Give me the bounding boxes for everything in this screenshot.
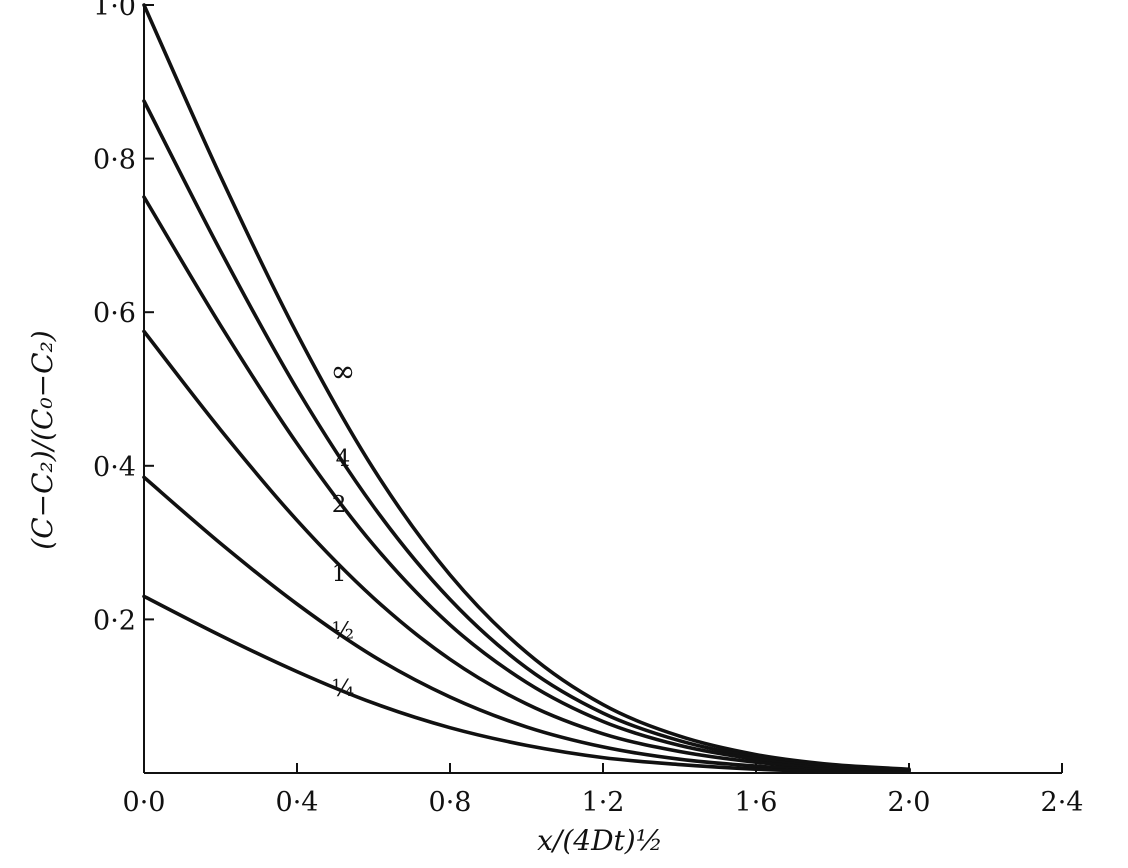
x-tick-label: 0·4: [276, 787, 319, 818]
series-line-2: [142, 195, 911, 772]
curve-labels: ∞ 4 2 1 ½ ¼: [330, 354, 355, 702]
x-tick-label: 1·2: [582, 787, 625, 818]
series-line-4: [142, 475, 911, 774]
series-line-1: [142, 99, 911, 772]
y-axis-label: (C−C₂)/(C₀−C₂): [26, 330, 59, 549]
x-tick-label: 2·0: [888, 787, 931, 818]
series-line-0: [142, 3, 911, 771]
curves: [142, 3, 911, 774]
y-tick-label: 0·2: [93, 605, 136, 636]
y-tick-label: 0·6: [93, 298, 136, 329]
series-label-2: 2: [332, 492, 347, 518]
series-label-0: ∞: [330, 354, 355, 389]
x-tick-label: 0·8: [429, 787, 472, 818]
series-label-4: ½: [332, 619, 354, 645]
y-tick-label: 0·8: [93, 145, 136, 176]
x-tick-label: 0·0: [123, 787, 166, 818]
series-line-3: [142, 329, 911, 773]
series-label-3: 1: [332, 561, 347, 587]
x-tick-label: 2·4: [1041, 787, 1084, 818]
series-label-1: 4: [336, 446, 351, 472]
series-line-5: [142, 594, 911, 774]
series-label-5: ¼: [332, 676, 354, 702]
y-tick-label: 1·0: [93, 0, 136, 22]
y-tick-label: 0·4: [93, 452, 136, 483]
x-tick-label: 1·6: [735, 787, 778, 818]
x-axis-label: x/(4Dt)½: [537, 824, 663, 857]
axes: 0·0 0·4 0·8 1·2 1·6 2·0 2·4 0·2 0·4 0·6 0·8 1·0: [93, 0, 1083, 818]
